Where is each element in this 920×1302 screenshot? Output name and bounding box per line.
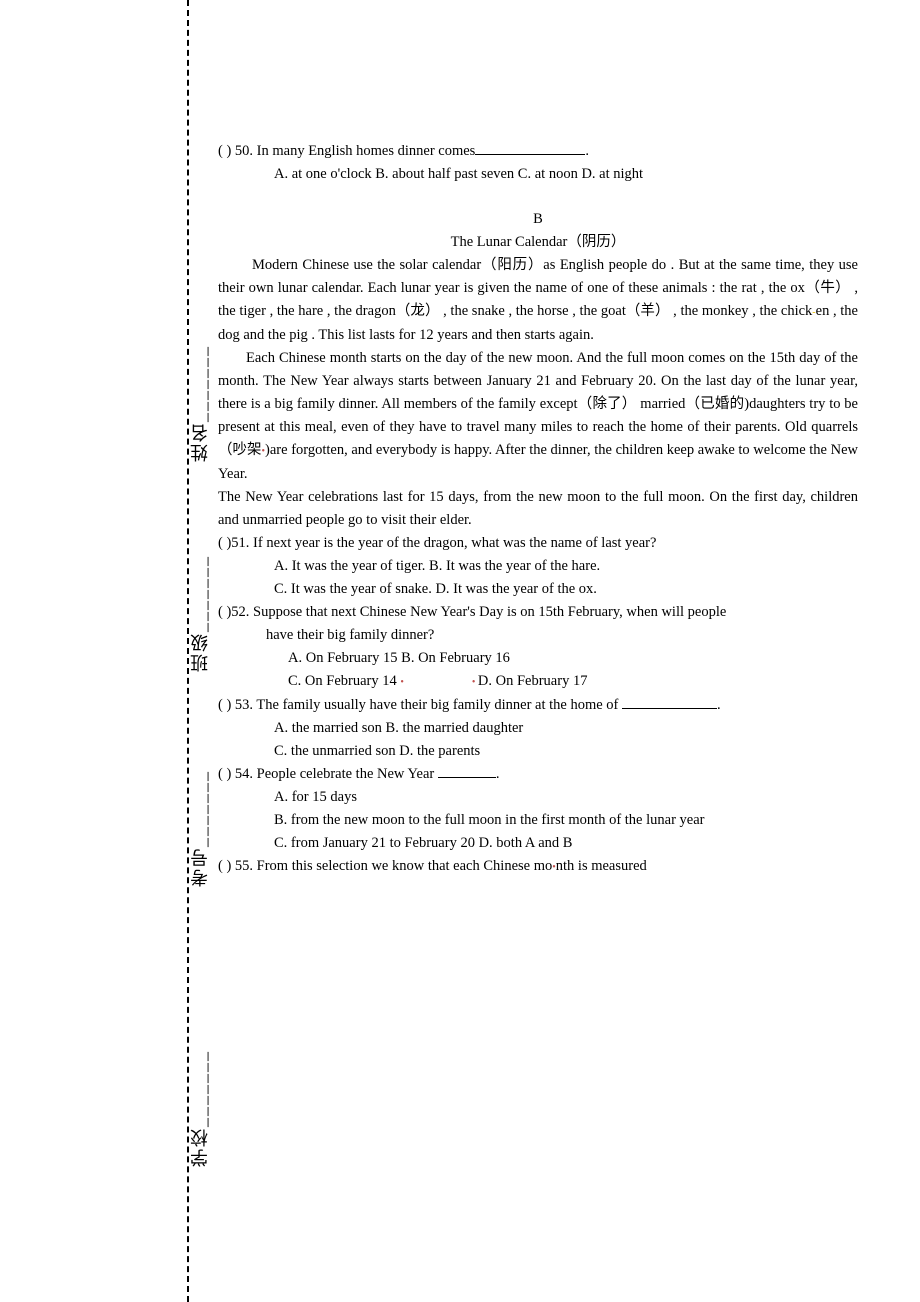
q51-options-cd: C. It was the year of snake. D. It was t… <box>218 578 858 601</box>
section-b-title: The Lunar Calendar（阴历） <box>218 231 858 254</box>
q50-blank <box>475 141 585 155</box>
q52-opt-c: C. On February 14 <box>288 673 400 689</box>
q53-options-cd: C. the unmarried son D. the parents <box>218 740 858 763</box>
sidebar-examno-field: 考号_______ <box>187 770 213 887</box>
sidebar: 姓名_______ 班级_______ 考号_______ 学校_______ <box>92 0 192 1302</box>
q53-options-ab: A. the married son B. the married daught… <box>218 717 858 740</box>
document-page: 姓名_______ 班级_______ 考号_______ 学校_______ … <box>0 0 920 1302</box>
q50-stem: ( ) 50. In many English homes dinner com… <box>218 140 858 163</box>
q55-text-a: ( ) 55. From this selection we know that… <box>218 858 552 874</box>
q50-options: A. at one o'clock B. about half past sev… <box>218 163 858 186</box>
passage-p3: The New Year celebrations last for 15 da… <box>218 486 858 532</box>
q54-text: ( ) 54. People celebrate the New Year <box>218 766 438 782</box>
q52-options-ab: A. On February 15 B. On February 16 <box>218 647 858 670</box>
q52-opt-d: D. On February 17 <box>478 673 588 689</box>
content-area: ( ) 50. In many English homes dinner com… <box>218 140 858 879</box>
q54-period: . <box>496 766 500 782</box>
q55-text-b: nth is measured <box>556 858 647 874</box>
q54-option-b: B. from the new moon to the full moon in… <box>218 809 858 832</box>
q53-period: . <box>717 697 721 713</box>
q51-stem: ( )51. If next year is the year of the d… <box>218 532 858 555</box>
p1-part-a: Modern Chinese use the solar calendar（阳历… <box>218 257 858 319</box>
q53-blank <box>622 695 717 709</box>
q54-stem: ( ) 54. People celebrate the New Year . <box>218 763 858 786</box>
q50-text: ( ) 50. In many English homes dinner com… <box>218 143 475 159</box>
passage-p2: Each Chinese month starts on the day of … <box>218 347 858 486</box>
red-dot-icon-2: • <box>400 677 404 688</box>
q52-stem-cont: have their big family dinner? <box>218 624 858 647</box>
q53-text: ( ) 53. The family usually have their bi… <box>218 697 622 713</box>
q52-stem: ( )52. Suppose that next Chinese New Yea… <box>218 601 858 624</box>
q52-options-cd: C. On February 14 •• D. On February 17 <box>218 670 858 694</box>
q55-stem: ( ) 55. From this selection we know that… <box>218 855 858 879</box>
p2-part-b: )are forgotten, and everybody is happy. … <box>218 442 858 482</box>
q54-options-cd: C. from January 21 to February 20 D. bot… <box>218 832 858 855</box>
q51-options-ab: A. It was the year of tiger. B. It was t… <box>218 555 858 578</box>
sidebar-name-field: 姓名_______ <box>187 345 213 462</box>
q54-blank <box>438 764 496 778</box>
q54-option-a: A. for 15 days <box>218 786 858 809</box>
sidebar-school-field: 学校_______ <box>187 1050 213 1167</box>
sidebar-class-field: 班级_______ <box>187 555 213 672</box>
section-b-letter: B <box>218 208 858 231</box>
passage-p1: Modern Chinese use the solar calendar（阳历… <box>218 254 858 347</box>
q53-stem: ( ) 53. The family usually have their bi… <box>218 694 858 717</box>
